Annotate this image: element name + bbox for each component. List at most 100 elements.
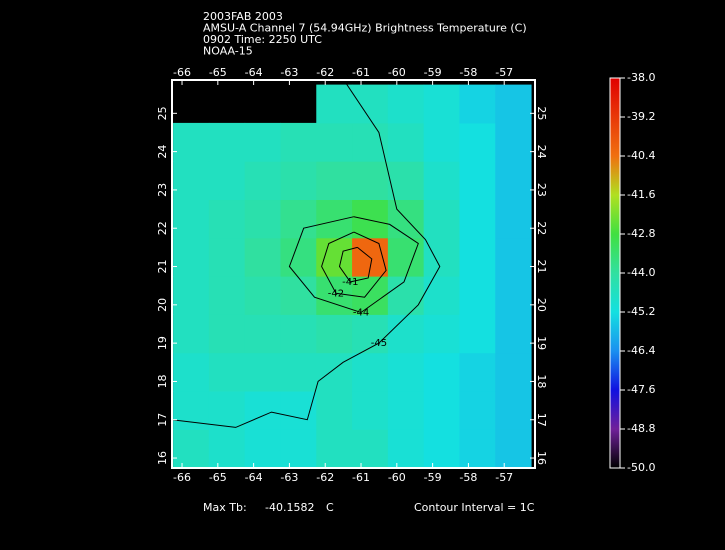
heat-cell — [387, 429, 425, 468]
heat-cell — [495, 237, 532, 277]
heat-cell — [316, 161, 353, 201]
heat-cell — [244, 199, 281, 239]
x-tick-label: -63 — [280, 471, 298, 484]
heat-cell — [280, 352, 317, 392]
title-line: 0902 Time: 2250 UTC — [203, 33, 322, 46]
colorbar-tick-label: -39.2 — [627, 110, 655, 123]
x-tick-label: -60 — [388, 471, 406, 484]
heat-cell — [280, 314, 317, 354]
heat-cell — [244, 314, 281, 354]
contour-label: -44 — [353, 307, 369, 318]
y-tick-label: 22 — [535, 221, 548, 235]
heat-cell — [173, 352, 210, 392]
y-tick-label: 24 — [535, 145, 548, 159]
heat-cell — [352, 391, 389, 430]
footer-value: -40.1582 — [265, 501, 314, 514]
heat-cell — [316, 199, 353, 239]
heat-cell — [208, 391, 246, 430]
heat-cell — [423, 314, 460, 354]
y-tick-label: 24 — [156, 145, 169, 159]
heat-cell — [208, 314, 246, 354]
heat-cell — [280, 429, 317, 468]
heat-cell — [173, 276, 210, 315]
x-tick-label: -61 — [352, 471, 370, 484]
heat-cell — [387, 84, 425, 124]
heat-cell — [316, 84, 353, 124]
x-tick-label: -58 — [459, 66, 477, 79]
heat-cell — [495, 429, 532, 468]
heat-cell — [423, 161, 460, 201]
heat-cell — [423, 237, 460, 277]
heat-cell — [280, 199, 317, 239]
x-tick-label: -63 — [280, 66, 298, 79]
heat-cell — [423, 391, 460, 430]
x-tick-label: -64 — [245, 66, 263, 79]
heat-cell — [244, 391, 281, 430]
x-tick-label: -61 — [352, 66, 370, 79]
heat-cell — [208, 199, 246, 239]
heat-cell — [316, 429, 353, 468]
y-tick-label: 21 — [156, 260, 169, 274]
plot-frame — [171, 79, 536, 469]
heat-cell — [495, 314, 532, 354]
x-tick-label: -66 — [173, 66, 191, 79]
y-tick-label: 16 — [156, 451, 169, 465]
heat-cell — [316, 391, 353, 430]
y-tick-label: 21 — [535, 260, 548, 274]
y-tick-label: 19 — [156, 336, 169, 350]
heat-cell — [208, 122, 246, 162]
heat-cell — [280, 122, 317, 162]
heat-cell — [244, 122, 281, 162]
contour-line — [338, 246, 373, 283]
heat-cell — [173, 314, 210, 354]
contour-line — [288, 216, 419, 314]
heat-cell — [387, 391, 425, 430]
heat-cell — [352, 429, 389, 468]
heat-cell — [173, 161, 210, 201]
heat-cell — [208, 161, 246, 201]
x-tick-label: -59 — [424, 66, 442, 79]
heat-cell — [459, 84, 496, 124]
y-tick-label: 20 — [156, 298, 169, 312]
x-tick-label: -62 — [316, 471, 334, 484]
heat-cell — [173, 237, 210, 277]
footer-unit: C — [326, 501, 334, 514]
heat-cell — [352, 276, 389, 315]
x-tick-label: -60 — [388, 66, 406, 79]
heat-cell — [459, 276, 496, 315]
heat-cell — [459, 237, 496, 277]
heat-cell — [423, 276, 460, 315]
heat-cell — [459, 122, 496, 162]
heat-cell — [423, 122, 460, 162]
heat-cell — [423, 429, 460, 468]
colorbar-tick-label: -38.0 — [627, 71, 655, 84]
heat-cell — [423, 199, 460, 239]
heat-cell — [495, 161, 532, 201]
heat-cell — [280, 161, 317, 201]
heat-cell — [244, 276, 281, 315]
x-tick-label: -62 — [316, 66, 334, 79]
colorbar — [609, 77, 621, 469]
heat-cell — [173, 429, 210, 468]
y-tick-label: 23 — [156, 183, 169, 197]
heat-cell — [459, 199, 496, 239]
heat-cell — [495, 276, 532, 315]
x-tick-label: -57 — [495, 66, 513, 79]
heat-cell — [244, 161, 281, 201]
y-tick-label: 19 — [535, 336, 548, 350]
heat-cell — [459, 391, 496, 430]
heatmap — [173, 84, 532, 468]
heat-cell — [352, 314, 389, 354]
footer-label: Max Tb: — [203, 501, 247, 514]
heat-cell — [173, 199, 210, 239]
footer-interval: Contour Interval = 1C — [414, 501, 535, 514]
contour-label: -41 — [342, 277, 358, 288]
heat-cell — [280, 237, 317, 277]
y-tick-label: 17 — [156, 413, 169, 427]
colorbar-tick-label: -44.0 — [627, 266, 655, 279]
y-tick-label: 20 — [535, 298, 548, 312]
heat-cell — [495, 84, 532, 124]
heat-cell — [459, 161, 496, 201]
colorbar-tick-label: -50.0 — [627, 461, 655, 474]
